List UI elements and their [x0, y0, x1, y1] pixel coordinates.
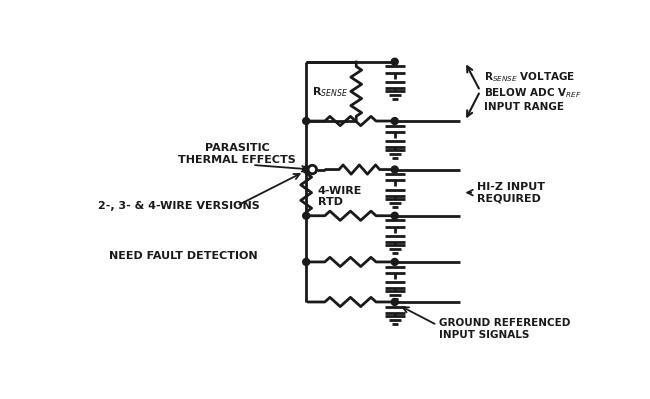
Circle shape [303, 118, 309, 124]
Text: R$_{SENSE}$ VOLTAGE
BELOW ADC V$_{REF}$
INPUT RANGE: R$_{SENSE}$ VOLTAGE BELOW ADC V$_{REF}$ … [484, 70, 581, 112]
Circle shape [391, 212, 398, 219]
Circle shape [303, 212, 309, 219]
Circle shape [308, 165, 317, 174]
Circle shape [391, 166, 398, 173]
Text: PARASITIC
THERMAL EFFECTS: PARASITIC THERMAL EFFECTS [178, 143, 296, 165]
Text: 4-WIRE
RTD: 4-WIRE RTD [318, 186, 362, 207]
Circle shape [391, 259, 398, 265]
Text: R$_{SENSE}$: R$_{SENSE}$ [313, 86, 348, 99]
Text: NEED FAULT DETECTION: NEED FAULT DETECTION [109, 251, 257, 261]
Circle shape [391, 118, 398, 124]
Circle shape [303, 166, 309, 173]
Text: 2-, 3- & 4-WIRE VERSIONS: 2-, 3- & 4-WIRE VERSIONS [98, 201, 260, 211]
Circle shape [391, 298, 398, 306]
Circle shape [391, 58, 398, 65]
Circle shape [303, 259, 309, 265]
Text: GROUND REFERENCED
INPUT SIGNALS: GROUND REFERENCED INPUT SIGNALS [439, 318, 571, 340]
Text: HI-Z INPUT
REQUIRED: HI-Z INPUT REQUIRED [477, 182, 545, 203]
